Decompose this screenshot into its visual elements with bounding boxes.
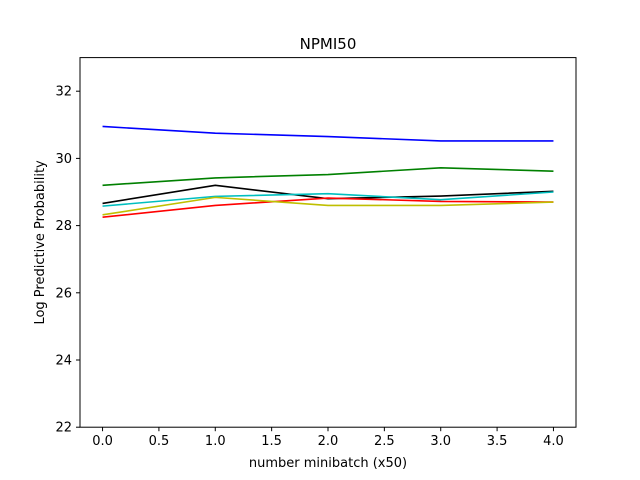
x-tick-label: 3.5 xyxy=(487,434,508,449)
y-tick-label: 24 xyxy=(55,354,72,369)
x-tick-label: 2.5 xyxy=(374,434,395,449)
y-tick-label: 28 xyxy=(55,219,72,234)
series-line-6 xyxy=(102,196,554,216)
x-tick-label: 0.5 xyxy=(149,434,170,449)
x-tick-label: 2.0 xyxy=(318,434,339,449)
x-tick-label: 4.0 xyxy=(543,434,564,449)
x-axis-label: number minibatch (x50) xyxy=(249,456,407,471)
x-axis-ticks: 0.0 0.5 1.0 1.5 2.0 2.5 3.0 3.5 4.0 xyxy=(92,427,564,449)
y-axis-label: Log Predictive Probability xyxy=(33,160,48,325)
x-tick-label: 0.0 xyxy=(92,434,113,449)
y-tick-label: 22 xyxy=(55,421,72,436)
series-layer xyxy=(102,125,554,218)
x-tick-label: 1.5 xyxy=(261,434,282,449)
chart-title: NPMI50 xyxy=(300,35,357,53)
series-line-4 xyxy=(102,191,554,207)
y-tick-label: 26 xyxy=(55,286,72,301)
y-tick-label: 32 xyxy=(55,85,72,100)
y-axis-ticks: 22 24 26 28 30 32 xyxy=(55,85,80,436)
plot-background xyxy=(80,57,576,428)
y-tick-label: 30 xyxy=(55,152,72,167)
x-tick-label: 3.0 xyxy=(430,434,451,449)
series-line-2 xyxy=(102,167,554,187)
series-line-1 xyxy=(102,125,554,142)
x-tick-label: 1.0 xyxy=(205,434,226,449)
series-line-5 xyxy=(102,197,554,218)
